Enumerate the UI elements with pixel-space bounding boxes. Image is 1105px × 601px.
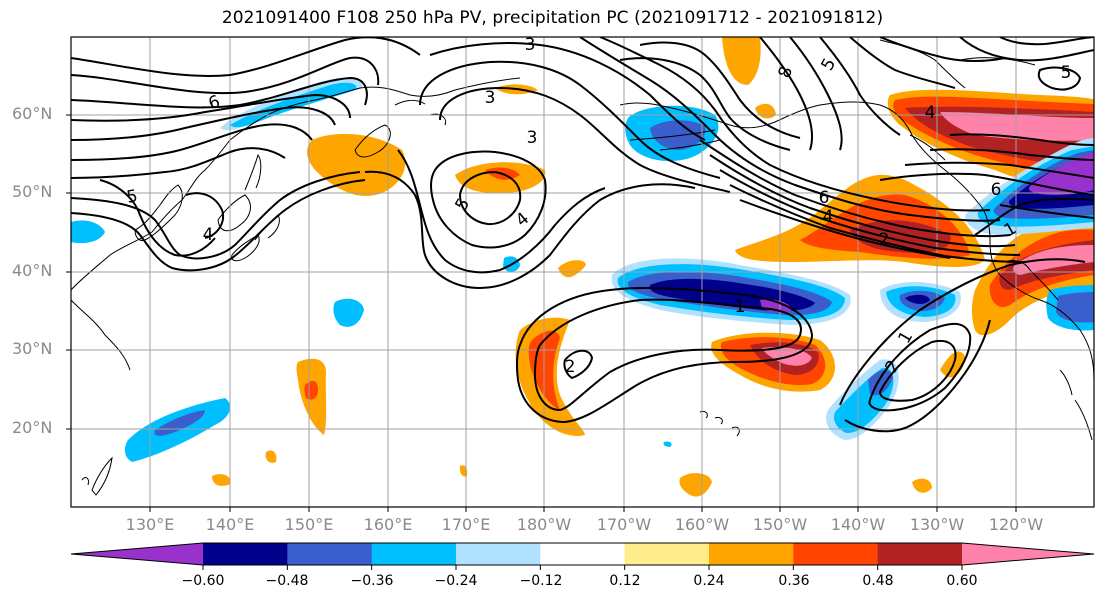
colorbar-segment xyxy=(624,543,710,565)
lat-label: 30°N xyxy=(12,339,53,358)
precip-region xyxy=(558,260,586,278)
contour-label: 4 xyxy=(203,225,214,245)
precip-region xyxy=(650,120,706,150)
lon-label: 160°W xyxy=(674,515,730,534)
colorbar-tick-label: −0.24 xyxy=(434,573,478,589)
precip-region xyxy=(663,441,672,447)
lon-label: 150°E xyxy=(284,515,334,534)
precip-region xyxy=(333,298,364,327)
lon-label: 170°E xyxy=(441,515,491,534)
colorbar-tick-label: −0.60 xyxy=(181,573,225,589)
contour-label: 6 xyxy=(819,188,830,208)
lon-label: 170°W xyxy=(596,515,652,534)
colorbar-extend-max xyxy=(962,543,1094,565)
lat-label: 60°N xyxy=(12,104,53,123)
contour-label: 5 xyxy=(125,186,139,208)
colorbar-segment xyxy=(877,543,963,565)
lon-label: 160°E xyxy=(363,515,413,534)
colorbar-tick-label: 0.60 xyxy=(946,573,978,589)
lon-label: 120°W xyxy=(988,515,1044,534)
colorbar-tick-label: 0.24 xyxy=(693,573,725,589)
lon-label: 140°E xyxy=(205,515,255,534)
precip-region xyxy=(212,474,231,486)
contour-label: 4 xyxy=(925,103,936,123)
colorbar-segment xyxy=(371,543,457,565)
precip-region xyxy=(905,294,930,304)
colorbar-segment xyxy=(287,543,373,565)
colorbar-segment xyxy=(709,543,794,565)
colorbar xyxy=(70,542,1095,570)
contour-label: 3 xyxy=(525,35,536,55)
lon-label: 140°W xyxy=(830,515,886,534)
colorbar-tick-label: −0.36 xyxy=(350,573,394,589)
lon-label: 130°W xyxy=(909,515,965,534)
colorbar-tick-label: 0.48 xyxy=(862,573,894,589)
colorbar-tick-label: −0.48 xyxy=(265,573,309,589)
contour-label: 6 xyxy=(991,180,1002,200)
contour-label: 3 xyxy=(527,128,538,148)
colorbar-segment xyxy=(203,543,288,565)
contour-label: 2 xyxy=(879,230,890,250)
axis-ticks xyxy=(66,114,1017,512)
colorbar-tick-label: 0.12 xyxy=(609,573,641,589)
contour-label: 3 xyxy=(485,88,496,108)
pv-contours xyxy=(71,37,1094,433)
precip-region xyxy=(265,450,277,463)
precip-region xyxy=(679,473,712,497)
colorbar-segment xyxy=(456,543,541,565)
lon-label: 130°E xyxy=(125,515,175,534)
precip-region xyxy=(304,380,318,400)
precip-region xyxy=(459,465,468,477)
precip-region xyxy=(71,220,105,244)
map-title: 2021091400 F108 250 hPa PV, precipitatio… xyxy=(221,8,884,28)
lon-label: 150°W xyxy=(752,515,808,534)
colorbar-segment xyxy=(540,543,626,565)
colorbar-segment xyxy=(793,543,879,565)
precip-region xyxy=(722,37,761,85)
precip-region xyxy=(307,133,406,196)
contour-label: 1 xyxy=(735,297,746,317)
lat-label: 40°N xyxy=(12,261,53,280)
contour-label: 4 xyxy=(823,207,834,227)
lon-label: 180°W xyxy=(516,515,572,534)
lat-label: 20°N xyxy=(12,418,53,437)
colorbar-extend-min xyxy=(71,543,203,565)
graticule xyxy=(71,37,1094,507)
colorbar-tick-label: −0.12 xyxy=(519,573,563,589)
precip-region xyxy=(940,112,1094,141)
contour-label: 2 xyxy=(565,357,576,377)
precip-region xyxy=(912,478,932,493)
contour-label: 5 xyxy=(1061,63,1072,83)
colorbar-tick-label: 0.36 xyxy=(778,573,810,589)
lat-label: 50°N xyxy=(12,182,53,201)
